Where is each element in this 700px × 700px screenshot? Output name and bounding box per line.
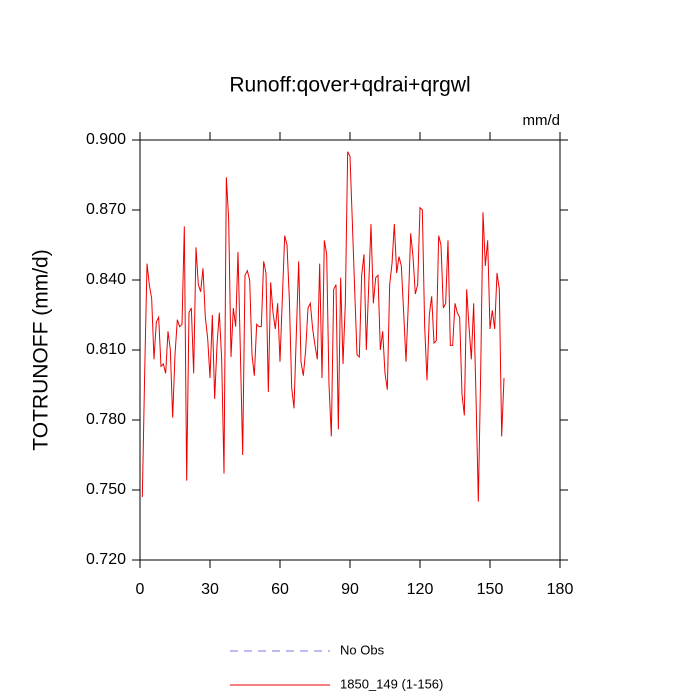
y-tick-label: 0.870 [86, 201, 126, 218]
legend-label: 1850_149 (1-156) [340, 676, 443, 691]
y-tick-label: 0.900 [86, 131, 126, 148]
y-tick-label: 0.720 [86, 551, 126, 568]
legend-label: No Obs [340, 642, 385, 657]
chart-title: Runoff:qover+qdrai+qrgwl [229, 74, 470, 97]
x-tick-label: 60 [271, 581, 289, 598]
x-tick-label: 120 [407, 581, 434, 598]
data-line [141, 151, 505, 502]
plot-frame [139, 139, 561, 561]
y-tick-label: 0.780 [86, 411, 126, 428]
y-axis-label: TOTRUNOFF (mm/d) [30, 249, 53, 450]
y-tick-label: 0.840 [86, 271, 126, 288]
y-tick-label: 0.810 [86, 341, 126, 358]
x-tick-label: 150 [477, 581, 504, 598]
x-tick-label: 30 [201, 581, 219, 598]
y-tick-label: 0.750 [86, 481, 126, 498]
chart-subtitle: mm/d [523, 112, 561, 129]
x-tick-label: 180 [547, 581, 574, 598]
x-tick-label: 90 [341, 581, 359, 598]
x-tick-label: 0 [136, 581, 145, 598]
